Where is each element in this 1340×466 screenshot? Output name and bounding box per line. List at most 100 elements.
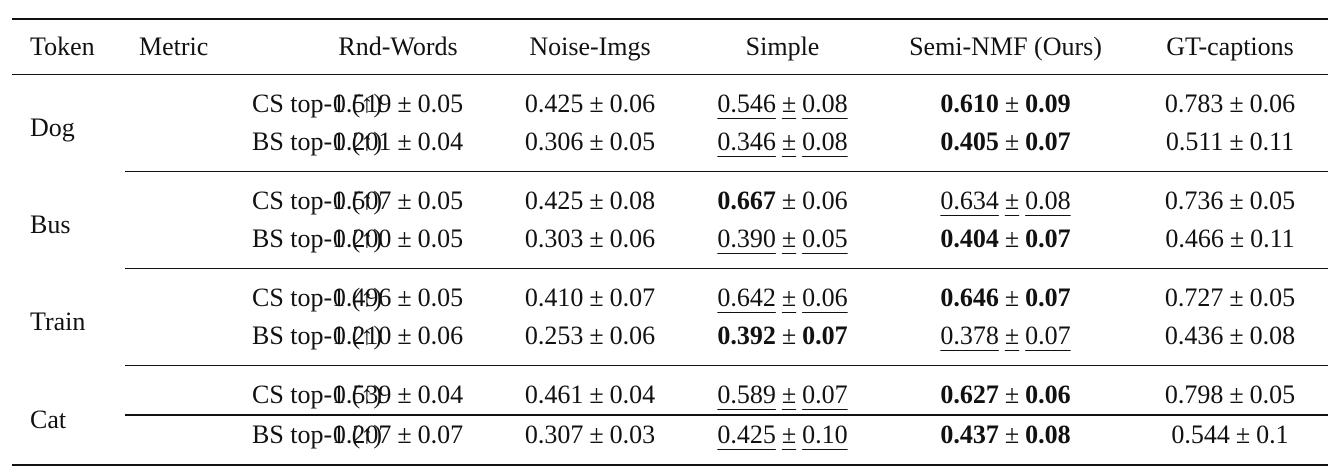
mean-value: 0.667	[717, 186, 776, 215]
plus-minus-symbol: ±	[589, 186, 604, 215]
value-text: 0.646 ±0.07	[940, 283, 1070, 312]
value-cell: 0.546 ±0.08	[686, 75, 879, 124]
header-token: Token	[12, 18, 125, 75]
std-value: 0.08	[802, 127, 848, 156]
std-value: 0.08	[802, 89, 848, 118]
mean-value: 0.642	[717, 283, 776, 312]
std-value: 0.05	[417, 283, 464, 312]
mean-value: 0.634	[940, 186, 999, 215]
plus-minus-symbol: ±	[781, 224, 797, 253]
header-simple: Simple	[686, 18, 879, 75]
metric-label: BS top-1 (↑)	[125, 415, 382, 466]
std-value: 0.06	[802, 186, 848, 215]
plus-minus-symbol: ±	[781, 380, 797, 409]
metric-label: CS top-1 (↑)	[252, 186, 382, 215]
token-label: Bus	[30, 210, 71, 239]
plus-minus-symbol: ±	[397, 224, 412, 253]
std-value: 0.05	[1249, 283, 1296, 312]
plus-minus-symbol: ±	[397, 89, 412, 118]
std-value: 0.06	[1025, 380, 1071, 409]
header-row: Token Metric Rnd-Words Noise-Imgs Simple…	[12, 18, 1328, 75]
metric-label: CS top-1 (↑)	[252, 283, 382, 312]
plus-minus-symbol: ±	[1004, 186, 1020, 215]
mean-value: 0.646	[940, 283, 999, 312]
std-value: 0.04	[609, 380, 656, 409]
value-text: 0.410 ±0.07	[525, 283, 655, 312]
value-cell: 0.306 ±0.05	[494, 123, 686, 172]
mean-value: 0.253	[524, 321, 584, 350]
value-cell: 0.425 ±0.10	[686, 415, 879, 466]
mean-value: 0.544	[1171, 420, 1230, 449]
value-text: 0.390 ±0.05	[717, 224, 847, 253]
value-cell: 0.425 ±0.08	[494, 172, 686, 221]
value-text: 0.798 ±0.05	[1165, 380, 1295, 409]
mean-value: 0.390	[717, 224, 776, 253]
plus-minus-symbol: ±	[397, 127, 412, 156]
value-cell: 0.404 ±0.07	[879, 220, 1132, 269]
value-text: 0.346 ±0.08	[717, 127, 847, 156]
value-cell: 0.496 ±0.05	[302, 269, 494, 318]
value-cell: 0.346 ±0.08	[686, 123, 879, 172]
header-metric: Metric	[125, 18, 302, 75]
value-text: 0.425 ±0.06	[525, 89, 655, 118]
value-text: 0.466 ±0.11	[1165, 224, 1294, 253]
plus-minus-symbol: ±	[397, 283, 412, 312]
std-value: 0.06	[802, 283, 848, 312]
token-label: Cat	[12, 365, 125, 466]
mean-value: 0.627	[940, 380, 999, 409]
mean-value: 0.727	[1164, 283, 1224, 312]
value-cell: 0.798 ±0.05	[1132, 365, 1328, 416]
plus-minus-symbol: ±	[589, 224, 604, 253]
std-value: 0.10	[802, 420, 848, 449]
value-text: 0.378 ±0.07	[940, 321, 1070, 350]
mean-value: 0.589	[717, 380, 776, 409]
plus-minus-symbol: ±	[1004, 224, 1020, 253]
mean-value: 0.466	[1165, 224, 1224, 253]
table-row: Train CS top-1 (↑) 0.496 ±0.05 0.410 ±0.07 0.6…	[12, 269, 1328, 335]
value-cell: 0.727 ±0.05	[1132, 269, 1328, 318]
std-value: 0.08	[609, 186, 656, 215]
value-cell: 0.390 ±0.05	[686, 220, 879, 269]
plus-minus-symbol: ±	[781, 89, 797, 118]
mean-value: 0.425	[524, 89, 584, 118]
value-cell: 0.207 ±0.07	[302, 415, 494, 466]
metric-label: CS top-1 (↑)	[125, 365, 382, 416]
value-text: 0.392 ±0.07	[717, 321, 847, 350]
mean-value: 0.736	[1164, 186, 1224, 215]
mean-value: 0.519	[332, 89, 392, 118]
std-value: 0.08	[1025, 186, 1071, 215]
std-value: 0.06	[609, 321, 656, 350]
std-value: 0.04	[417, 127, 464, 156]
mean-value: 0.539	[332, 380, 392, 409]
std-value: 0.05	[417, 186, 464, 215]
plus-minus-symbol: ±	[1229, 321, 1244, 350]
header-rnd-words: Rnd-Words	[302, 18, 494, 75]
value-cell: 0.634 ±0.08	[879, 172, 1132, 221]
value-cell: 0.736 ±0.05	[1132, 172, 1328, 221]
metric-label: BS top-1 (↑)	[125, 123, 382, 172]
mean-value: 0.392	[717, 321, 776, 350]
plus-minus-symbol: ±	[589, 283, 604, 312]
std-value: 0.07	[417, 420, 464, 449]
results-table: Token Metric Rnd-Words Noise-Imgs Simple…	[12, 18, 1328, 466]
header-noise-imgs: Noise-Imgs	[494, 18, 686, 75]
value-text: 0.546 ±0.08	[717, 89, 847, 118]
std-value: 0.05	[417, 89, 464, 118]
plus-minus-symbol: ±	[1004, 321, 1020, 350]
value-cell: 0.437 ±0.08	[879, 415, 1132, 466]
table-row: Bus CS top-1 (↑) 0.507 ±0.05 0.425 ±0.08 0.667…	[12, 172, 1328, 238]
plus-minus-symbol: ±	[589, 321, 604, 350]
plus-minus-symbol: ±	[589, 127, 604, 156]
value-text: 0.436 ±0.08	[1165, 321, 1295, 350]
std-value: 0.05	[609, 127, 656, 156]
plus-minus-symbol: ±	[1004, 420, 1020, 449]
std-value: 0.08	[1025, 420, 1071, 449]
std-value: 0.07	[802, 321, 848, 350]
mean-value: 0.378	[940, 321, 999, 350]
value-cell: 0.511 ±0.11	[1132, 123, 1328, 172]
value-text: 0.544 ±0.1	[1171, 420, 1288, 449]
mean-value: 0.798	[1164, 380, 1224, 409]
plus-minus-symbol: ±	[781, 283, 797, 312]
value-cell: 0.436 ±0.08	[1132, 317, 1328, 366]
std-value: 0.06	[609, 224, 656, 253]
